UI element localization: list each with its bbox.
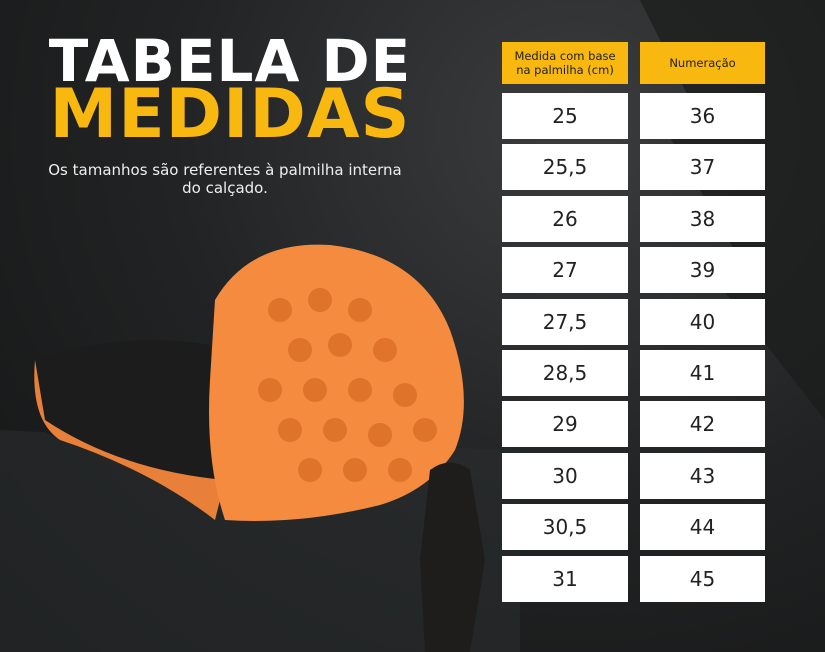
- table-cell: 31: [502, 555, 628, 602]
- table-cell: 39: [640, 247, 765, 294]
- table-cell: 27,5: [502, 298, 628, 345]
- table-cell: 36: [640, 93, 765, 139]
- subtitle: Os tamanhos são referentes à palmilha in…: [48, 161, 402, 179]
- table-cell: 25,5: [502, 144, 628, 191]
- table-cell: 29: [502, 401, 628, 448]
- table-cell: 30,5: [502, 504, 628, 551]
- table-cell: 45: [640, 555, 765, 602]
- table-cell: 25: [502, 93, 628, 139]
- table-cell: 27: [502, 247, 628, 294]
- subtitle: do calçado.: [182, 179, 268, 197]
- column-header: Medida com base na palmilha (cm): [502, 42, 628, 84]
- table-cell: 37: [640, 144, 765, 191]
- title: MEDIDAS: [49, 75, 411, 154]
- table-cell: 38: [640, 195, 765, 242]
- table-cell: 30: [502, 452, 628, 499]
- table-cell: 41: [640, 350, 765, 396]
- table-cell: 43: [640, 452, 765, 499]
- table-cell: 40: [640, 298, 765, 345]
- table-cell: 28,5: [502, 350, 628, 396]
- table-cell: 44: [640, 504, 765, 551]
- title: TABELA DE: [48, 27, 412, 95]
- table-cell: 42: [640, 401, 765, 448]
- table-cell: 26: [502, 195, 628, 242]
- column-header: Numeração: [640, 42, 765, 84]
